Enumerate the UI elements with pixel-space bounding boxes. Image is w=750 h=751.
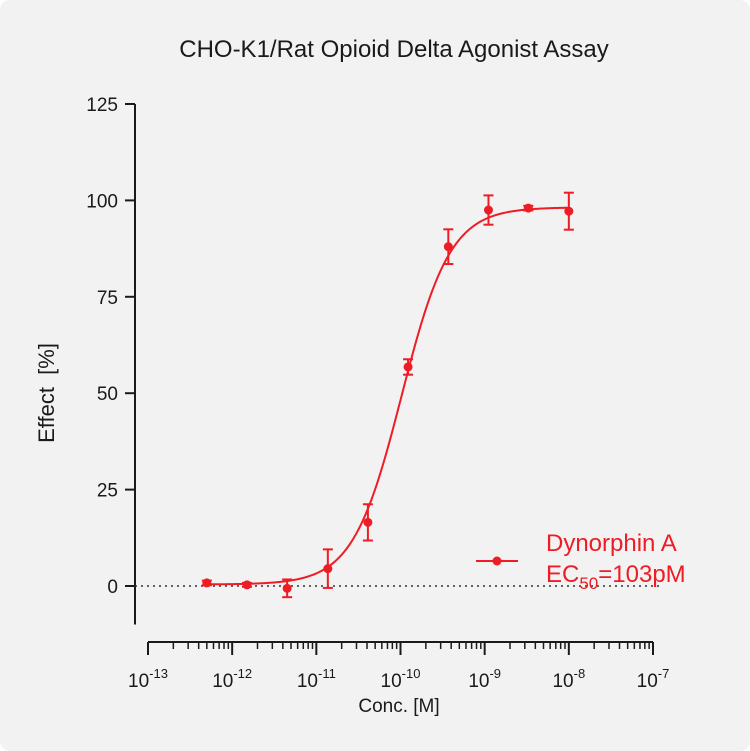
legend-ec50: EC50=103pM: [546, 561, 686, 593]
data-point: [202, 578, 212, 588]
x-tick-label: 10-8: [552, 666, 585, 692]
legend: Dynorphin A EC50=103pM: [476, 530, 686, 593]
y-tick-label: 50: [97, 384, 118, 405]
x-tick-label: 10-11: [297, 666, 336, 692]
x-tick-label: 10-10: [381, 666, 421, 692]
y-tick-label: 100: [86, 191, 118, 212]
data-point: [443, 242, 453, 252]
fit-curve: [206, 206, 569, 586]
x-tick-label: 10-13: [128, 666, 168, 692]
x-tick-label: 10-7: [637, 666, 670, 692]
data-point: [282, 583, 292, 593]
plot-area: [135, 191, 661, 599]
y-tick-label: 125: [86, 95, 118, 116]
data-point: [242, 580, 252, 590]
x-tick-label: 10-12: [212, 666, 252, 692]
x-axis-label: Conc. [M]: [358, 696, 439, 717]
y-tick-label: 75: [97, 288, 118, 309]
data-point: [523, 203, 533, 213]
chart-title: CHO-K1/Rat Opioid Delta Agonist Assay: [179, 36, 609, 63]
y-tick-label: 0: [107, 577, 118, 598]
data-point: [483, 205, 493, 215]
data-point: [363, 517, 373, 527]
data-point: [403, 362, 413, 372]
axes: 0 25 50 75 100 125 10-13 10-12 10-11 10-10 10-9 10-…: [86, 95, 669, 692]
x-tick-label: 10-9: [468, 666, 501, 692]
legend-series-name: Dynorphin A: [546, 530, 677, 557]
data-point: [564, 206, 574, 216]
data-point: [323, 564, 333, 574]
y-axis-label: Effect [%]: [34, 343, 59, 443]
legend-marker: [492, 556, 502, 566]
y-tick-label: 25: [97, 481, 118, 502]
